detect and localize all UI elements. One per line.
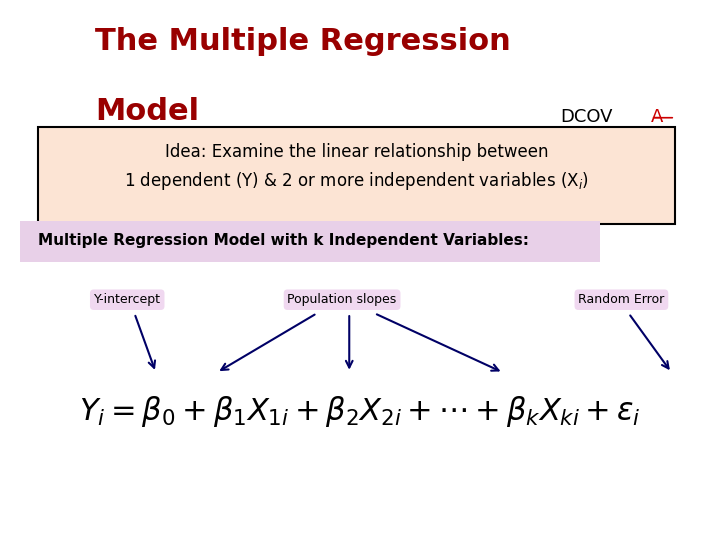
Text: DCOV: DCOV: [561, 108, 613, 126]
Text: The Multiple Regression: The Multiple Regression: [95, 27, 510, 56]
Text: 1 dependent (Y) & 2 or more independent variables (X$_i$): 1 dependent (Y) & 2 or more independent …: [124, 170, 589, 192]
Text: Idea: Examine the linear relationship between: Idea: Examine the linear relationship be…: [165, 143, 548, 161]
FancyBboxPatch shape: [20, 221, 600, 262]
Text: $Y_i = \beta_0 + \beta_1 X_{1i} + \beta_2 X_{2i} + \cdots + \beta_k X_{ki} + \va: $Y_i = \beta_0 + \beta_1 X_{1i} + \beta_…: [79, 394, 641, 429]
Text: A: A: [651, 108, 663, 126]
FancyBboxPatch shape: [37, 127, 675, 224]
Text: Multiple Regression Model with k Independent Variables:: Multiple Regression Model with k Indepen…: [37, 233, 528, 248]
Text: Model: Model: [95, 97, 199, 126]
Text: Population slopes: Population slopes: [287, 293, 397, 306]
Text: Y-intercept: Y-intercept: [94, 293, 161, 306]
Text: Random Error: Random Error: [578, 293, 665, 306]
